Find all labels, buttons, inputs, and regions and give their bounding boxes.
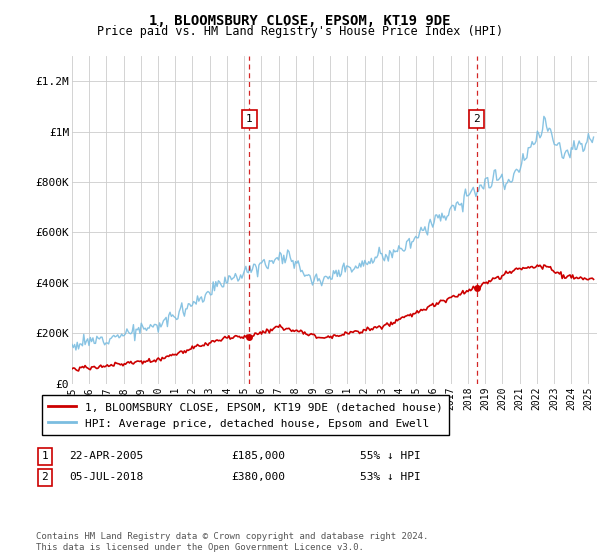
Text: 1: 1 <box>246 114 253 124</box>
Text: Contains HM Land Registry data © Crown copyright and database right 2024.
This d: Contains HM Land Registry data © Crown c… <box>36 532 428 552</box>
Text: 22-APR-2005: 22-APR-2005 <box>69 451 143 461</box>
Text: £185,000: £185,000 <box>231 451 285 461</box>
Text: Price paid vs. HM Land Registry's House Price Index (HPI): Price paid vs. HM Land Registry's House … <box>97 25 503 38</box>
Text: 1: 1 <box>41 451 49 461</box>
Text: 05-JUL-2018: 05-JUL-2018 <box>69 472 143 482</box>
Legend: 1, BLOOMSBURY CLOSE, EPSOM, KT19 9DE (detached house), HPI: Average price, detac: 1, BLOOMSBURY CLOSE, EPSOM, KT19 9DE (de… <box>41 395 449 435</box>
Text: 2: 2 <box>473 114 480 124</box>
Text: 55% ↓ HPI: 55% ↓ HPI <box>360 451 421 461</box>
Text: £380,000: £380,000 <box>231 472 285 482</box>
Text: 1, BLOOMSBURY CLOSE, EPSOM, KT19 9DE: 1, BLOOMSBURY CLOSE, EPSOM, KT19 9DE <box>149 14 451 28</box>
Text: 53% ↓ HPI: 53% ↓ HPI <box>360 472 421 482</box>
Text: 2: 2 <box>41 472 49 482</box>
